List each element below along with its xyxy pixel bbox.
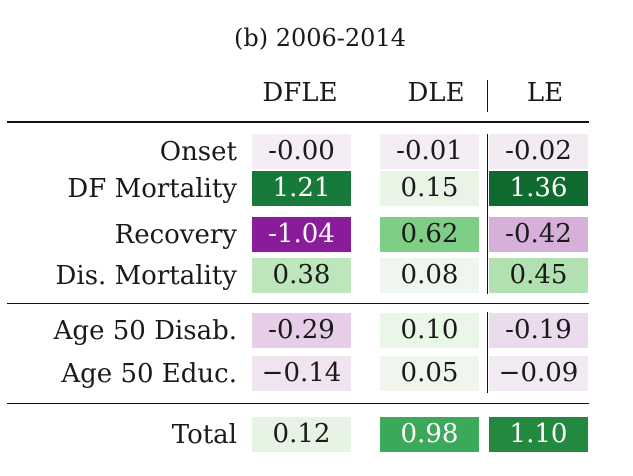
table-cell: 0.45 [489,258,588,293]
group-rule-1 [7,303,589,304]
row-label: Total [171,420,237,450]
table-cell: 0.10 [380,313,479,348]
table-cell: 0.12 [252,417,351,452]
row-label: Age 50 Disab. [53,316,237,346]
column-separator-header [487,80,488,112]
table-cell: -0.42 [489,217,588,252]
top-rule [7,121,589,123]
column-separator-group-2 [487,312,488,393]
table-cell: 1.10 [489,417,588,452]
table-cell: −0.14 [252,356,351,391]
table-cell: −0.09 [489,356,588,391]
table-cell: 0.05 [380,356,479,391]
table-cell: 1.36 [489,171,588,206]
table-cell: 1.21 [252,171,351,206]
table-cell: -0.19 [489,313,588,348]
table-cell: 0.62 [380,217,479,252]
table-title: (b) 2006-2014 [234,24,406,52]
table-cell: 0.98 [380,417,479,452]
table-cell: -0.02 [489,134,588,169]
row-label: DF Mortality [67,174,237,204]
table-cell: -0.01 [380,134,479,169]
table-cell: -0.00 [252,134,351,169]
row-label: Dis. Mortality [55,261,237,291]
column-header-le: LE [526,78,564,108]
column-header-dle: DLE [407,78,465,108]
table-cell: 0.08 [380,258,479,293]
column-separator-group-1 [487,134,488,294]
table-cell: 0.15 [380,171,479,206]
row-label: Age 50 Educ. [61,359,237,389]
row-label: Recovery [114,220,237,250]
table-cell: -1.04 [252,217,351,252]
table-cell: -0.29 [252,313,351,348]
column-header-dfle: DFLE [262,78,338,108]
row-label: Onset [159,137,237,167]
table-cell: 0.38 [252,258,351,293]
group-rule-2 [7,403,589,404]
